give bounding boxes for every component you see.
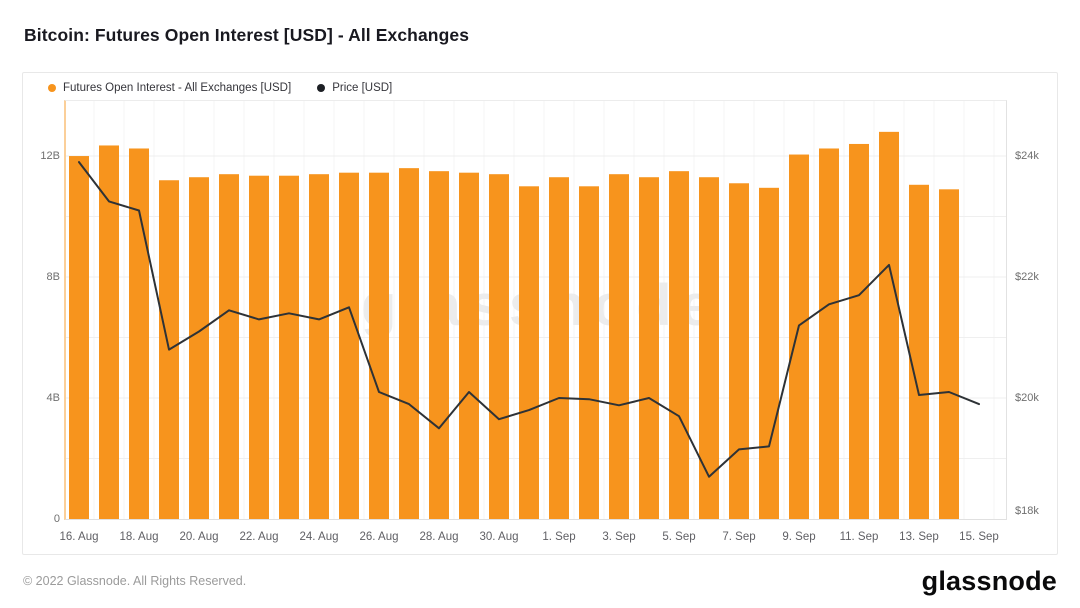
open-interest-bar[interactable] [279,175,299,519]
open-interest-bar[interactable] [459,172,479,519]
x-axis-tick: 26. Aug [359,531,399,543]
open-interest-bar[interactable] [909,184,929,519]
x-axis-tick: 28. Aug [419,531,459,543]
chart-legend: Futures Open Interest - All Exchanges [U… [48,82,392,94]
x-axis-tick: 9. Sep [782,531,816,543]
right-axis-tick: $18k [1015,505,1039,517]
x-axis-tick: 13. Sep [899,531,939,543]
x-axis-tick: 30. Aug [479,531,519,543]
legend-label: Futures Open Interest - All Exchanges [U… [63,82,292,94]
x-axis-tick: 18. Aug [119,531,159,543]
open-interest-bar[interactable] [309,174,329,519]
open-interest-bar[interactable] [579,186,599,519]
x-axis-tick: 24. Aug [299,531,339,543]
open-interest-bar[interactable] [429,171,449,519]
legend-item-price[interactable]: Price [USD] [317,82,392,94]
legend-marker-icon [48,84,56,92]
page-title: Bitcoin: Futures Open Interest [USD] - A… [24,25,470,45]
left-axis-tick: 4B [46,392,60,405]
open-interest-bar[interactable] [609,174,629,519]
price-line[interactable] [78,161,980,478]
open-interest-bar[interactable] [99,145,119,519]
open-interest-bar[interactable] [849,143,869,519]
open-interest-bar[interactable] [699,177,719,519]
open-interest-bar[interactable] [339,172,359,519]
open-interest-bar[interactable] [759,187,779,519]
x-axis-tick: 15. Sep [959,531,999,543]
x-axis-tick: 22. Aug [239,531,279,543]
open-interest-bar[interactable] [489,174,509,519]
x-axis-tick: 16. Aug [59,531,99,543]
legend-item-open-interest[interactable]: Futures Open Interest - All Exchanges [U… [48,82,291,94]
open-interest-bar[interactable] [219,174,239,519]
open-interest-bar[interactable] [939,189,959,519]
left-axis-tick: 8B [46,271,60,284]
open-interest-bar[interactable] [819,148,839,519]
left-axis-tick: 0 [53,513,60,525]
left-axis-tick: 12B [40,150,60,163]
chart-card: Futures Open Interest - All Exchanges [U… [22,72,1058,555]
open-interest-bar[interactable] [789,154,809,519]
open-interest-bar[interactable] [369,172,389,519]
glassnode-logo: glassnode [921,565,1057,596]
x-axis-tick: 1. Sep [542,531,576,543]
open-interest-bar[interactable] [729,183,749,519]
chart-canvas[interactable]: glassnode [66,101,1006,519]
right-axis-tick: $24k [1015,150,1039,163]
x-axis-tick: 11. Sep [839,531,879,543]
legend-marker-icon [317,84,326,92]
open-interest-bar[interactable] [249,175,269,519]
open-interest-bar[interactable] [639,177,659,519]
right-axis-tick: $22k [1015,271,1039,284]
copyright-text: © 2022 Glassnode. All Rights Reserved. [23,574,247,588]
open-interest-bar[interactable] [669,171,689,519]
open-interest-bar[interactable] [189,177,209,519]
open-interest-bar[interactable] [399,168,419,519]
footer: © 2022 Glassnode. All Rights Reserved. g… [23,560,1057,602]
x-axis-tick: 20. Aug [179,531,219,543]
open-interest-bar[interactable] [69,156,89,519]
plot-area[interactable]: glassnode [64,100,1007,520]
right-axis-tick: $20k [1015,392,1039,405]
open-interest-bar[interactable] [879,131,899,519]
open-interest-bar[interactable] [129,148,149,519]
x-axis-tick: 7. Sep [722,531,756,543]
x-axis-tick: 3. Sep [602,531,636,543]
open-interest-bar[interactable] [549,177,569,519]
x-axis-tick: 5. Sep [662,531,696,543]
open-interest-bar[interactable] [519,186,539,519]
legend-label: Price [USD] [332,82,393,94]
